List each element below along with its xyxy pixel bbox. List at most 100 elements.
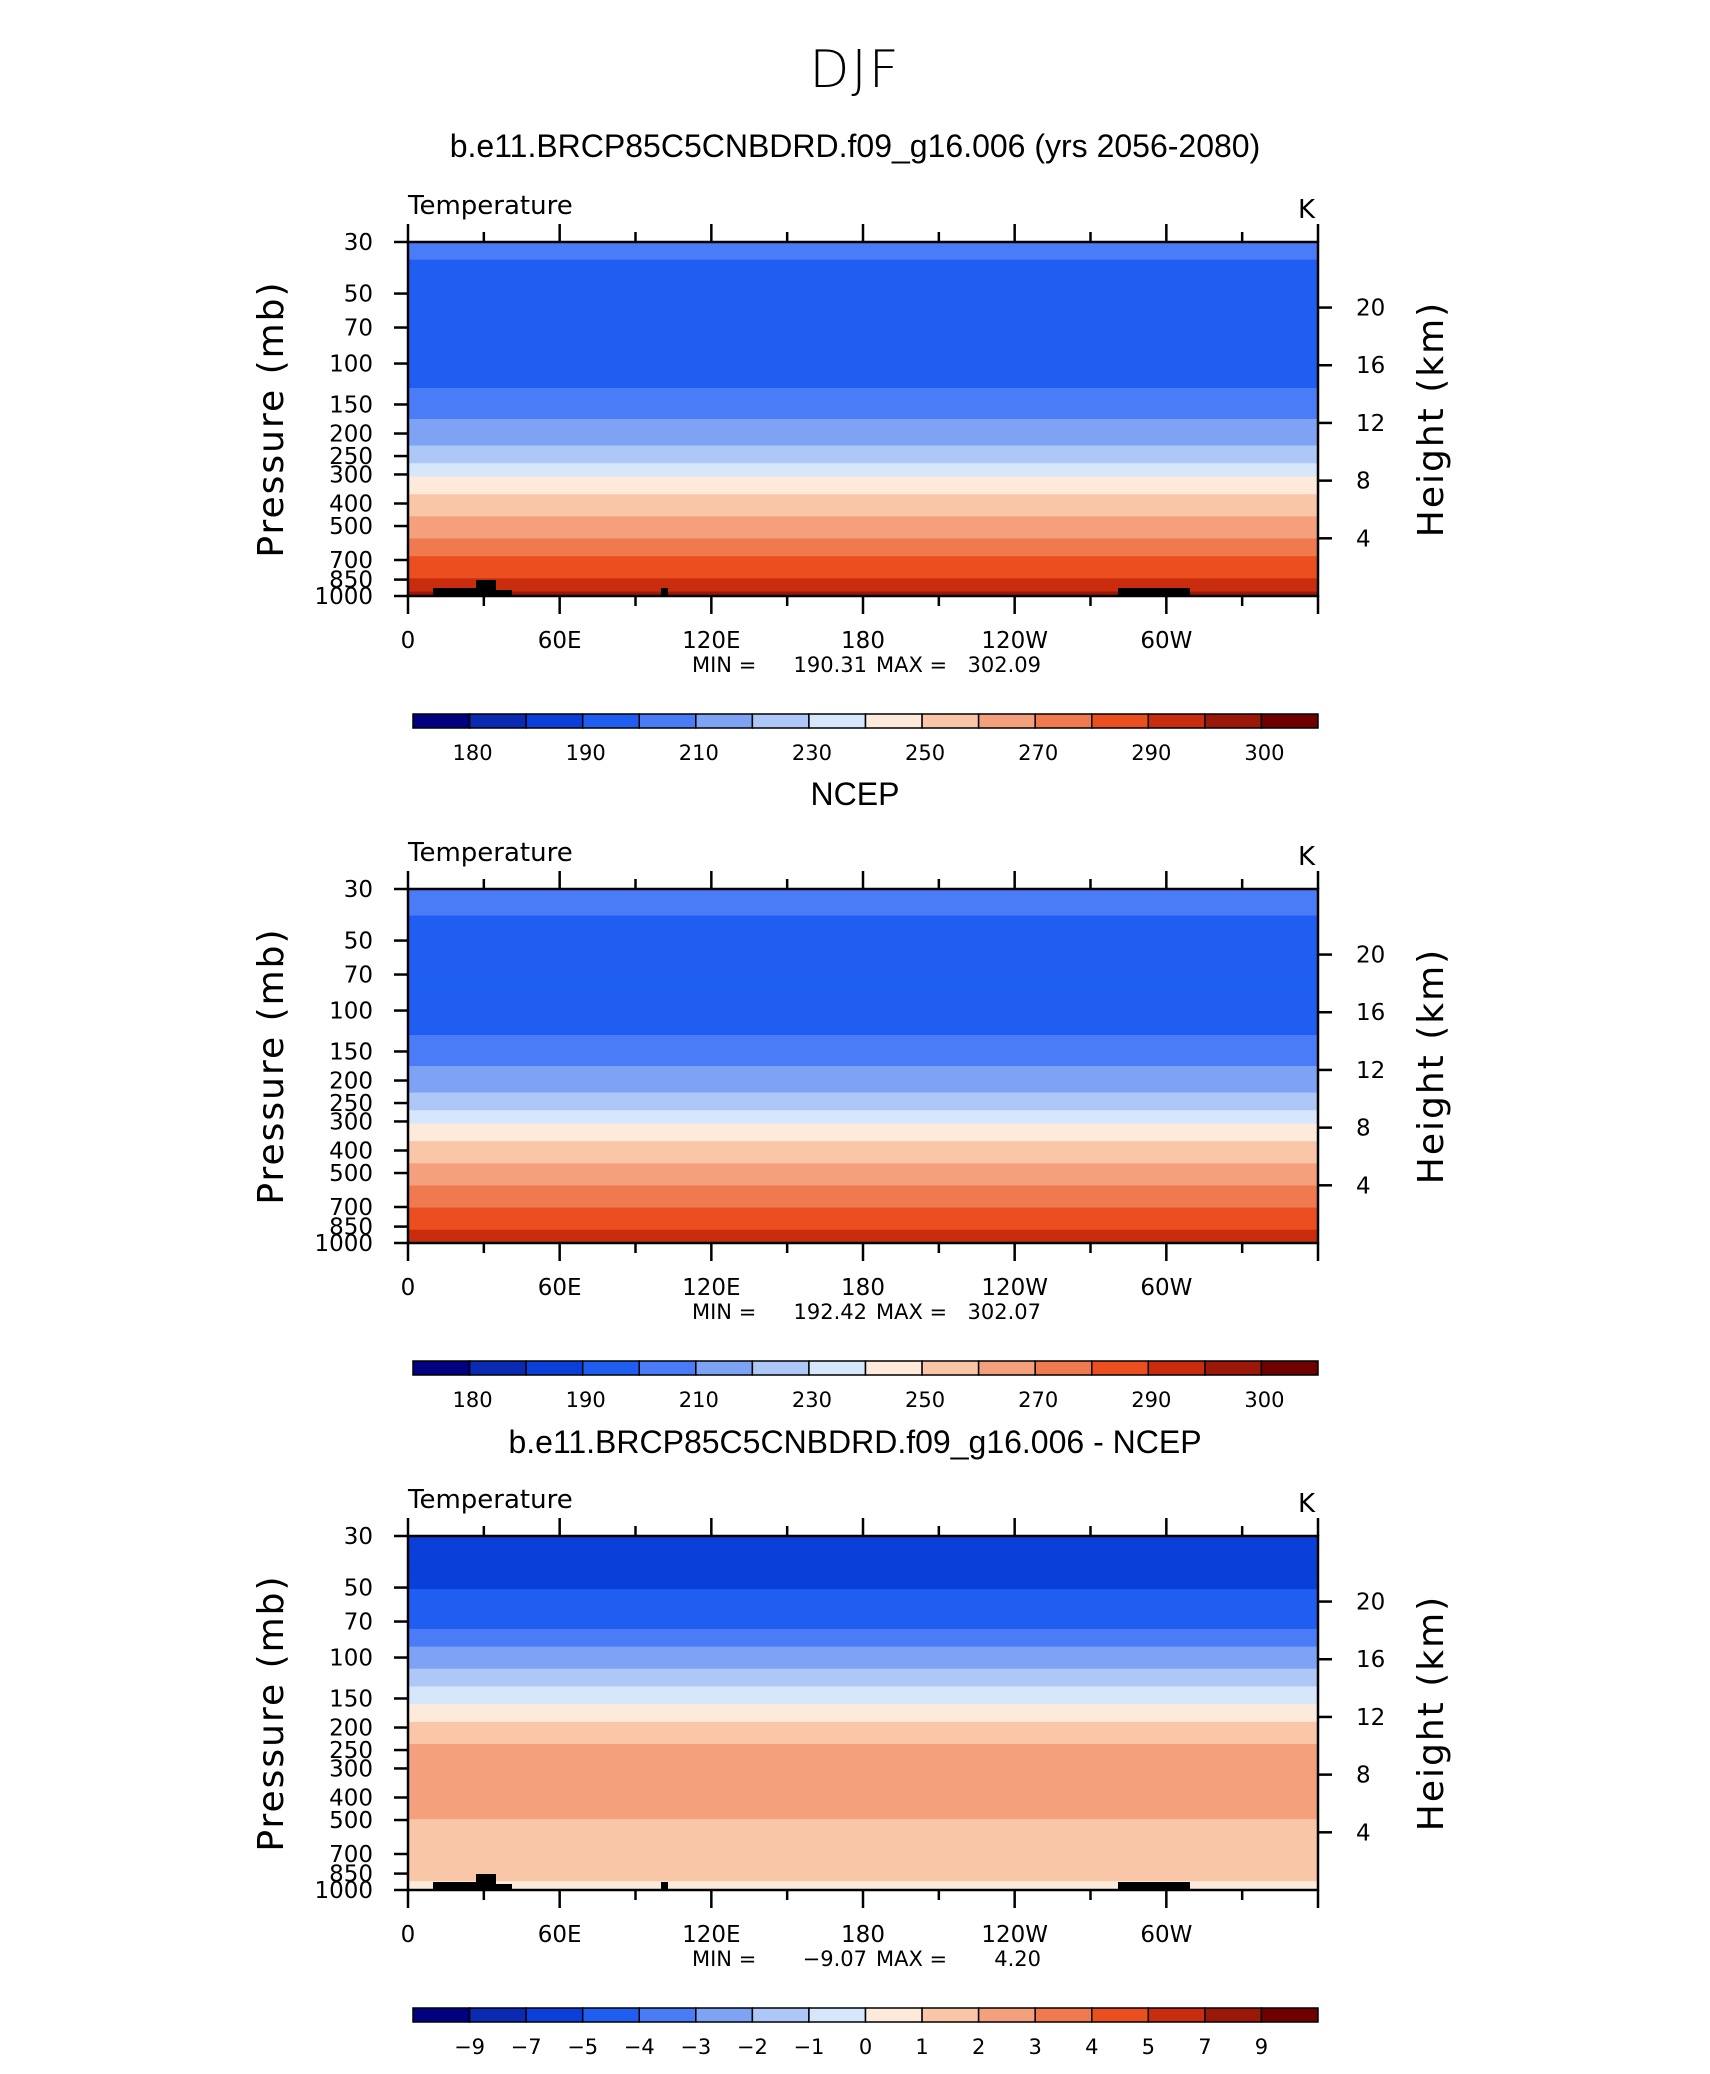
contour-band <box>408 1194 1318 1200</box>
contour-band <box>408 1606 1318 1612</box>
contour-band <box>408 1553 1318 1559</box>
contour-band <box>408 1079 1318 1085</box>
topography-block <box>661 1882 668 1890</box>
contour-band <box>408 1039 1318 1045</box>
contour-band <box>408 1615 1318 1621</box>
contour-band <box>408 1172 1318 1178</box>
colorbar-label: 210 <box>679 1388 719 1412</box>
contour-band <box>408 250 1318 256</box>
y-tick-label: 300 <box>329 1756 373 1782</box>
y-axis-title: Pressure (mb) <box>251 927 292 1204</box>
contour-band <box>408 1189 1318 1195</box>
contour-band <box>408 959 1318 965</box>
contour-band <box>408 1739 1318 1745</box>
y-right-axis-title: Height (km) <box>1411 301 1452 537</box>
colorbar-box <box>1260 1360 1319 1376</box>
contour-band <box>408 277 1318 283</box>
contour-band <box>408 889 1318 895</box>
contour-band <box>408 463 1318 469</box>
colorbar-box <box>1260 2007 1319 2023</box>
colorbar-box <box>412 2007 471 2023</box>
colorbar-label: 1 <box>915 2035 928 2059</box>
contour-band <box>408 1220 1318 1226</box>
contour-band <box>408 295 1318 301</box>
contour-band <box>408 1748 1318 1754</box>
colorbar-box <box>525 2007 584 2023</box>
contour-band <box>408 578 1318 584</box>
contour-band <box>408 1584 1318 1590</box>
contour-band <box>408 1673 1318 1679</box>
contour-band <box>408 906 1318 912</box>
contour-band <box>408 1549 1318 1555</box>
contour-band <box>408 1828 1318 1834</box>
contour-band <box>408 1624 1318 1630</box>
contour-band <box>408 489 1318 495</box>
contour-band <box>408 1061 1318 1067</box>
contour-band <box>408 1234 1318 1240</box>
max-value: 302.09 <box>968 653 1041 677</box>
y-right-axis-title: Height (km) <box>1411 948 1452 1184</box>
contour-band <box>408 565 1318 571</box>
contour-band <box>408 1774 1318 1780</box>
max-label: MAX = <box>876 1947 947 1971</box>
figure-title: DJF <box>809 40 901 100</box>
contour-band <box>408 405 1318 411</box>
colorbar-label: −3 <box>680 2035 711 2059</box>
contour-band <box>408 1057 1318 1063</box>
contour-band <box>408 299 1318 305</box>
contour-band <box>408 432 1318 438</box>
y-tick-label: 1000 <box>314 1878 373 1904</box>
y-tick-label: 100 <box>329 1646 373 1672</box>
colorbar-box <box>1091 2007 1150 2023</box>
units-label: K <box>1298 195 1316 225</box>
contour-band <box>408 1544 1318 1550</box>
contour-band <box>408 1154 1318 1160</box>
x-tick-label: 120E <box>682 1922 740 1948</box>
contour-band <box>408 968 1318 974</box>
y-tick-label: 400 <box>329 1785 373 1811</box>
y-tick-label: 200 <box>329 1069 373 1095</box>
contour-band <box>408 1229 1318 1235</box>
contour-band <box>408 264 1318 270</box>
contour-band <box>408 1066 1318 1072</box>
contour-band <box>408 516 1318 522</box>
contour-band <box>408 1096 1318 1102</box>
contour-band <box>408 1668 1318 1674</box>
contour-band <box>408 1620 1318 1626</box>
contour-band <box>408 317 1318 323</box>
contour-band <box>408 1704 1318 1710</box>
contour-band <box>408 1757 1318 1763</box>
contour-band <box>408 427 1318 433</box>
contour-band <box>408 1876 1318 1882</box>
contour-band <box>408 480 1318 486</box>
contour-band <box>408 924 1318 930</box>
contour-band <box>408 498 1318 504</box>
contour-band <box>408 1699 1318 1705</box>
y-right-tick-label: 20 <box>1356 943 1385 969</box>
contour-band <box>408 1642 1318 1648</box>
y-tick-label: 150 <box>329 392 373 418</box>
contour-band <box>408 1841 1318 1847</box>
contour-band <box>408 339 1318 345</box>
contour-band <box>408 1708 1318 1714</box>
y-tick-label: 850 <box>329 1862 373 1888</box>
x-tick-label: 0 <box>401 628 416 654</box>
colorbar-box <box>1034 2007 1093 2023</box>
colorbar-label: −5 <box>567 2035 598 2059</box>
contour-band <box>408 441 1318 447</box>
contour-band <box>408 551 1318 557</box>
contour-band <box>408 897 1318 903</box>
y-tick-label: 70 <box>344 963 373 989</box>
contour-band <box>408 1207 1318 1213</box>
contour-band <box>408 973 1318 979</box>
contour-band <box>408 937 1318 943</box>
contour-band <box>408 1017 1318 1023</box>
contour-band <box>408 1659 1318 1665</box>
colorbar-label: 190 <box>566 1388 606 1412</box>
contour-band <box>408 1743 1318 1749</box>
colorbar-label: 5 <box>1142 2035 1155 2059</box>
contour-band <box>408 999 1318 1005</box>
contour-band <box>408 1052 1318 1058</box>
contour-band <box>408 476 1318 482</box>
y-tick-label: 30 <box>344 1524 373 1550</box>
